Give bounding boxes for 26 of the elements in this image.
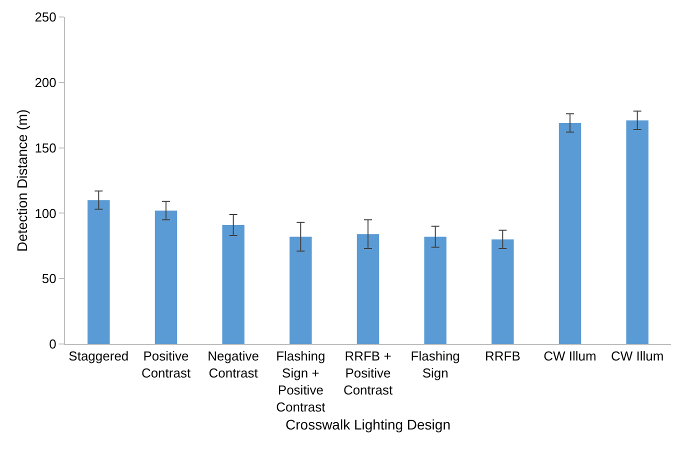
bar <box>222 224 244 344</box>
x-tick-label: CW Illum <box>544 348 596 364</box>
x-tick-label: Positive Contrast <box>141 348 191 380</box>
y-tick-label: 250 <box>34 10 56 25</box>
bar <box>356 234 380 344</box>
y-tick-label: 200 <box>34 74 56 90</box>
y-tick-label: 100 <box>34 206 56 221</box>
bar <box>88 200 110 344</box>
bar <box>558 122 582 344</box>
y-tick-label: 150 <box>34 140 56 156</box>
bar <box>154 210 178 344</box>
bar <box>626 120 648 344</box>
bar <box>492 239 514 344</box>
y-tick-label: 0 <box>49 336 56 352</box>
x-tick-label: Flashing Sign <box>410 348 460 380</box>
bar <box>424 236 446 344</box>
x-tick-label: CW Illum <box>610 348 664 364</box>
x-tick-label: Negative Contrast <box>208 348 259 380</box>
y-tick-label: 50 <box>42 271 56 286</box>
bar <box>290 236 312 344</box>
x-tick-label: RRFB <box>484 348 520 364</box>
x-tick-label: RRFB + Positive Contrast <box>343 348 393 398</box>
x-tick-label: Staggered <box>68 348 129 364</box>
y-axis-title: Detection Distance (m) <box>14 109 30 252</box>
x-axis-title: Crosswalk Lighting Design <box>286 416 450 432</box>
x-tick-label: Flashing Sign + Positive Contrast <box>276 348 326 414</box>
